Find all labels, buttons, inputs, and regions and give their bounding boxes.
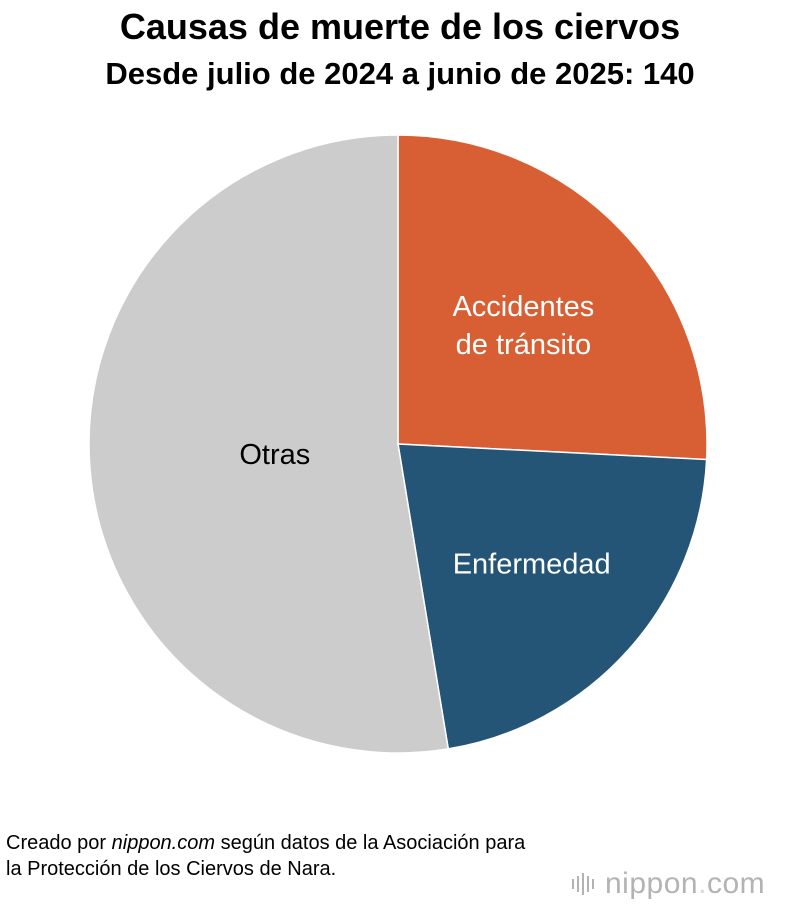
chart-title: Causas de muerte de los ciervos <box>119 6 681 47</box>
logo-tld: com <box>706 867 766 900</box>
nippon-logo: nippon.com <box>572 866 765 902</box>
pie-label-accidentes-de-tr-nsito: Accidentes de tránsito <box>452 291 594 361</box>
source-suffix: según datos de la Asociación para la Pro… <box>6 832 526 880</box>
pie-label-otras: Otras <box>239 439 310 471</box>
pie-label-enfermedad: Enfermedad <box>453 548 611 580</box>
source-prefix: Creado por <box>6 832 112 854</box>
pie-slice-accidentes-de-tr-nsito <box>397 134 708 461</box>
chart-subtitle: Desde julio de 2024 a junio de 2025: 140 <box>105 56 695 91</box>
logo-wordmark: nippon.com <box>605 867 765 901</box>
logo-bars-icon <box>572 873 597 895</box>
source-note: Creado por nippon.com según datos de la … <box>6 830 526 882</box>
logo-dot: . <box>698 867 707 900</box>
source-site: nippon.com <box>111 832 216 854</box>
pie-slice-otras <box>88 134 450 754</box>
logo-name: nippon <box>605 867 699 900</box>
pie-slice-enfermedad <box>397 443 708 750</box>
